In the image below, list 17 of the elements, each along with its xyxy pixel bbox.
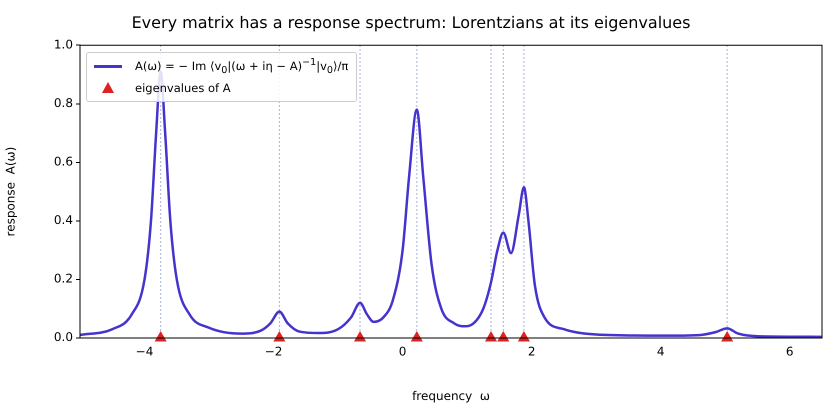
y-tick-label: 0.2 <box>54 272 73 286</box>
x-tick-label: 0 <box>398 344 406 358</box>
x-tick-label: 2 <box>528 344 536 358</box>
y-tick-label: 1.0 <box>54 37 73 52</box>
y-tick-label: 0.0 <box>54 330 73 344</box>
x-axis-title: frequency ω <box>412 388 490 403</box>
y-axis-title: response A(ω) <box>3 146 18 236</box>
x-tick-label: −4 <box>136 344 154 358</box>
y-tick-label: 0.4 <box>54 213 73 228</box>
legend-label: A(ω) = − Im ⟨v$_{0}$|(ω + iη − A)$^{−1}$|v$_{0}$⟩/π <box>135 56 348 76</box>
x-tick-label: 4 <box>656 344 665 358</box>
y-tick-label: 0.6 <box>54 154 73 168</box>
y-tick-label: 0.8 <box>54 96 73 110</box>
x-tick-label: 6 <box>786 344 794 358</box>
x-tick-label: −2 <box>264 344 282 358</box>
chart-title: Every matrix has a response spectrum: Lorentzians at its eigenvalues <box>132 12 690 32</box>
legend-label: eigenvalues of A <box>135 80 231 94</box>
